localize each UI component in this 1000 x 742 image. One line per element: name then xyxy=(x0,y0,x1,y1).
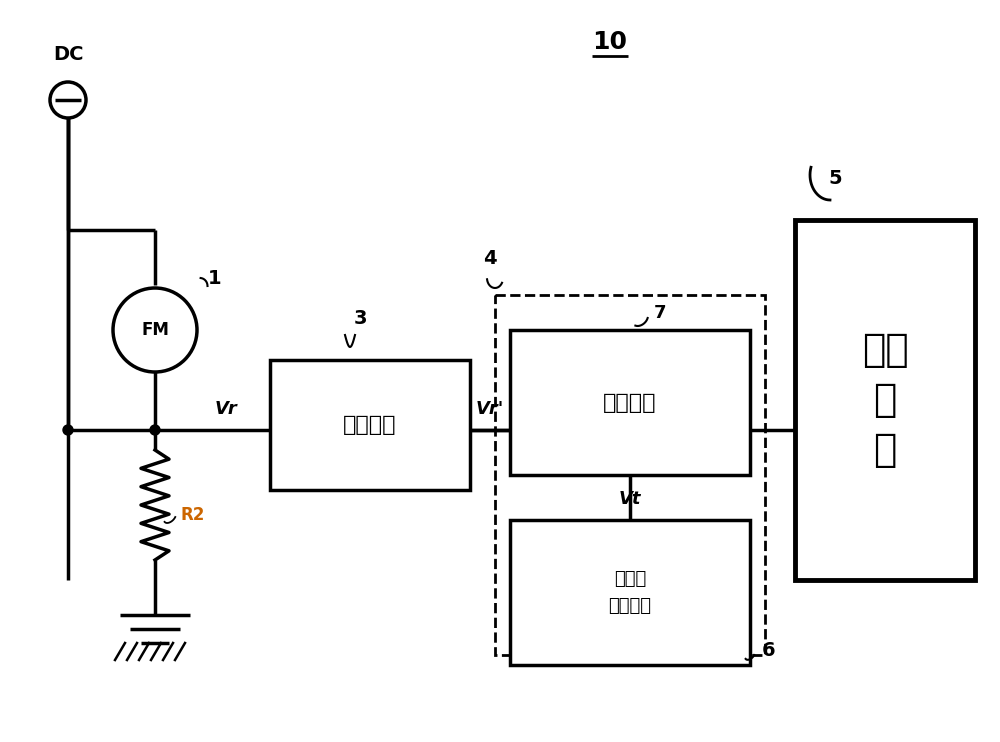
Bar xyxy=(495,295,765,655)
Bar xyxy=(270,360,470,490)
Text: 6: 6 xyxy=(762,640,776,660)
Text: 5: 5 xyxy=(828,168,842,188)
Text: Vr: Vr xyxy=(215,400,238,418)
Text: 放大电路: 放大电路 xyxy=(343,415,397,435)
Text: 微计
算
机: 微计 算 机 xyxy=(862,331,908,469)
Bar xyxy=(510,520,750,665)
Text: FM: FM xyxy=(141,321,169,339)
Text: 10: 10 xyxy=(592,30,628,54)
Bar xyxy=(795,220,975,580)
Text: 比较电路: 比较电路 xyxy=(603,393,657,413)
Text: Vr': Vr' xyxy=(476,400,504,418)
Text: DC: DC xyxy=(53,45,83,64)
Text: 三角波
生成电路: 三角波 生成电路 xyxy=(608,571,652,614)
Text: R2: R2 xyxy=(180,506,204,524)
Text: 7: 7 xyxy=(654,304,666,322)
Text: 3: 3 xyxy=(353,309,367,327)
Bar xyxy=(510,330,750,475)
Circle shape xyxy=(63,425,73,435)
Text: 4: 4 xyxy=(483,249,497,268)
Circle shape xyxy=(150,425,160,435)
Text: 1: 1 xyxy=(208,269,222,287)
Text: Vt: Vt xyxy=(619,490,641,508)
